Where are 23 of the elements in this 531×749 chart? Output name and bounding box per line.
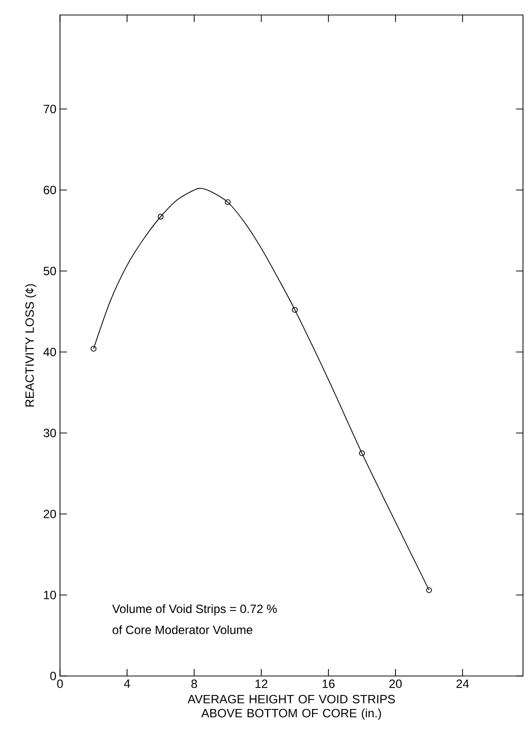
x-tick-label: 24 (456, 680, 469, 688)
y-tick-label: 60 (44, 186, 56, 194)
y-tick-label: 50 (44, 266, 56, 276)
x-axis-title: AVERAGE HEIGHT OF VOID STRIPS ABOVE BOTTOM OF CORE (in.) (188, 694, 395, 720)
y-tick-label: 70 (44, 104, 56, 114)
x-tick-label: 16 (322, 680, 335, 688)
x-tick-label: 8 (191, 680, 198, 688)
x-tick-label: 12 (256, 680, 268, 688)
point (359, 450, 365, 456)
x-tick-label: 0 (57, 680, 63, 688)
y-tick-label: 10 (44, 590, 56, 600)
x-tick-label: 4 (124, 680, 130, 688)
y-axis-title: REACTIVITY LOSS (¢) (25, 284, 36, 407)
y-tick-label: 0 (50, 672, 56, 680)
point (224, 199, 231, 206)
x-tick-label: 20 (389, 680, 402, 688)
y-tick-label: 30 (44, 428, 56, 438)
annotation: Volume of Void Strips = 0.72 % (112, 604, 277, 616)
annotation: of Core Moderator Volume (112, 625, 252, 634)
y-tick-label: 20 (44, 510, 56, 518)
point (158, 214, 164, 220)
point (292, 306, 298, 313)
y-tick-label: 40 (43, 348, 56, 356)
